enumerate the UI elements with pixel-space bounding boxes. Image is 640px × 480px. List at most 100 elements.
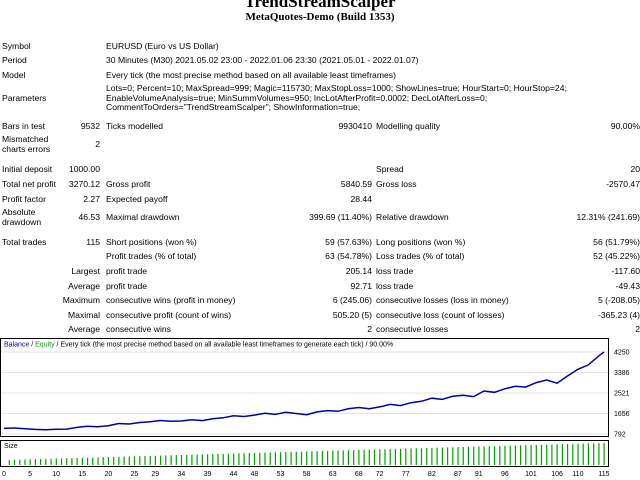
x-tick-label: 53 <box>277 471 285 478</box>
size-bar <box>535 444 537 465</box>
net-profit-label: Total net profit <box>2 179 56 189</box>
size-bar <box>525 445 527 465</box>
legend-text: / Every tick (the most precise method ba… <box>55 342 394 349</box>
x-tick-label: 25 <box>131 471 139 478</box>
size-bar <box>45 458 47 465</box>
size-bar <box>530 445 532 465</box>
gross-loss-label: Gross loss <box>376 179 417 189</box>
size-bar <box>478 446 480 465</box>
size-bar <box>603 443 605 465</box>
gross-loss-value: -2570.47 <box>606 179 640 189</box>
legend-equity: Equity <box>35 342 55 349</box>
size-bar <box>81 457 83 465</box>
size-label: Size <box>4 443 18 450</box>
avg-cons-wins-label: consecutive wins <box>106 324 171 334</box>
maximal-cons-profit-value: 505.20 (5) <box>332 310 372 320</box>
size-bar <box>118 456 120 465</box>
parameters-line: Lots=0; Percent=10; MaxSpread=999; Magic… <box>106 83 567 93</box>
size-bar <box>499 446 501 465</box>
size-bar <box>520 445 522 465</box>
size-bar <box>332 450 334 465</box>
size-bar <box>175 455 177 465</box>
size-bar <box>165 455 167 465</box>
size-bar <box>253 452 256 465</box>
size-bar <box>504 445 506 465</box>
avg-cons-label: Average <box>68 324 100 334</box>
size-bar <box>97 457 99 465</box>
mismatch-value: 2 <box>95 139 100 149</box>
x-tick-label: 29 <box>151 471 159 478</box>
size-bar <box>13 459 16 465</box>
average-profit-label: profit trade <box>106 281 148 291</box>
x-tick-label: 44 <box>230 471 238 478</box>
maximal-cons-loss-value: -365.23 (4) <box>597 310 640 320</box>
size-bar <box>577 443 579 465</box>
x-tick-label: 96 <box>501 471 509 478</box>
initial-deposit-label: Initial deposit <box>2 164 53 174</box>
size-bar <box>363 449 365 465</box>
maximum-label: Maximum <box>62 295 100 305</box>
size-bar <box>29 459 31 465</box>
size-bar <box>259 452 261 465</box>
size-bar <box>264 452 266 465</box>
size-bar <box>488 446 490 465</box>
size-bars <box>8 443 605 465</box>
size-bar <box>598 443 600 465</box>
size-bar <box>34 459 36 465</box>
model-value: Every tick (the most precise method base… <box>106 70 396 80</box>
long-positions-value: 56 (51.79%) <box>593 237 640 247</box>
total-trades-value: 115 <box>86 237 100 247</box>
largest-profit-value: 205.14 <box>345 266 372 276</box>
chart-legend: Balance / Equity / Every tick (the most … <box>4 342 393 349</box>
size-bar <box>457 447 459 465</box>
x-tick-label: 101 <box>525 471 537 478</box>
parameters-line: CommentToOrders="TrendStreamScalper"; Sh… <box>106 102 361 113</box>
mismatch-label-2: charts errors <box>2 144 51 154</box>
spread-value: 20 <box>630 164 640 174</box>
y-tick-label: 792 <box>614 432 626 439</box>
x-tick-label: 48 <box>251 471 259 478</box>
x-tick-label: 82 <box>428 471 436 478</box>
maximal-cons-loss-label: consecutive loss (count of losses) <box>376 310 505 320</box>
avg-cons-losses-label: consecutive losses <box>376 324 449 334</box>
largest-label: Largest <box>71 266 100 276</box>
average-profit-value: 92.71 <box>350 281 372 291</box>
quality-label: Modelling quality <box>376 121 441 131</box>
chart-area <box>0 338 609 437</box>
short-positions-label: Short positions (won %) <box>106 237 197 247</box>
size-bar <box>186 454 188 465</box>
size-bar <box>415 448 417 465</box>
size-bar <box>222 453 224 465</box>
size-bar <box>92 457 94 465</box>
size-bar <box>582 443 584 465</box>
net-profit-value: 3270.12 <box>68 179 100 189</box>
size-bar <box>342 450 344 465</box>
size-bar <box>347 450 349 465</box>
x-tick-label: 15 <box>78 471 86 478</box>
legend-balance: Balance <box>4 342 29 349</box>
x-tick-label: 91 <box>475 471 483 478</box>
size-bar <box>154 455 156 465</box>
size-bar <box>274 452 276 465</box>
size-bar <box>160 455 162 465</box>
expected-payoff-value: 28.44 <box>350 194 372 204</box>
size-bar <box>149 455 151 465</box>
x-tick-label: 68 <box>355 471 363 478</box>
absolute-drawdown-label: Absolute <box>2 207 36 217</box>
size-bar <box>306 451 308 465</box>
period-value: 30 Minutes (M30) 2021.05.02 23:00 - 2022… <box>106 55 419 65</box>
max-cons-wins-label: consecutive wins (profit in money) <box>106 295 236 305</box>
size-bar <box>40 459 42 465</box>
x-tick-label: 63 <box>329 471 337 478</box>
report-subtitle: MetaQuotes-Demo (Build 1353) <box>245 11 395 23</box>
gross-profit-value: 5840.59 <box>340 179 372 189</box>
size-bar <box>556 444 558 465</box>
size-bar <box>201 454 203 465</box>
size-bar <box>483 446 485 465</box>
size-bar <box>473 446 475 465</box>
maximal-cons-profit-label: consecutive profit (count of wins) <box>106 310 232 320</box>
size-bar <box>321 451 323 465</box>
y-tick-label: 3386 <box>614 370 630 377</box>
size-bar <box>196 454 198 465</box>
size-bar <box>436 447 438 465</box>
